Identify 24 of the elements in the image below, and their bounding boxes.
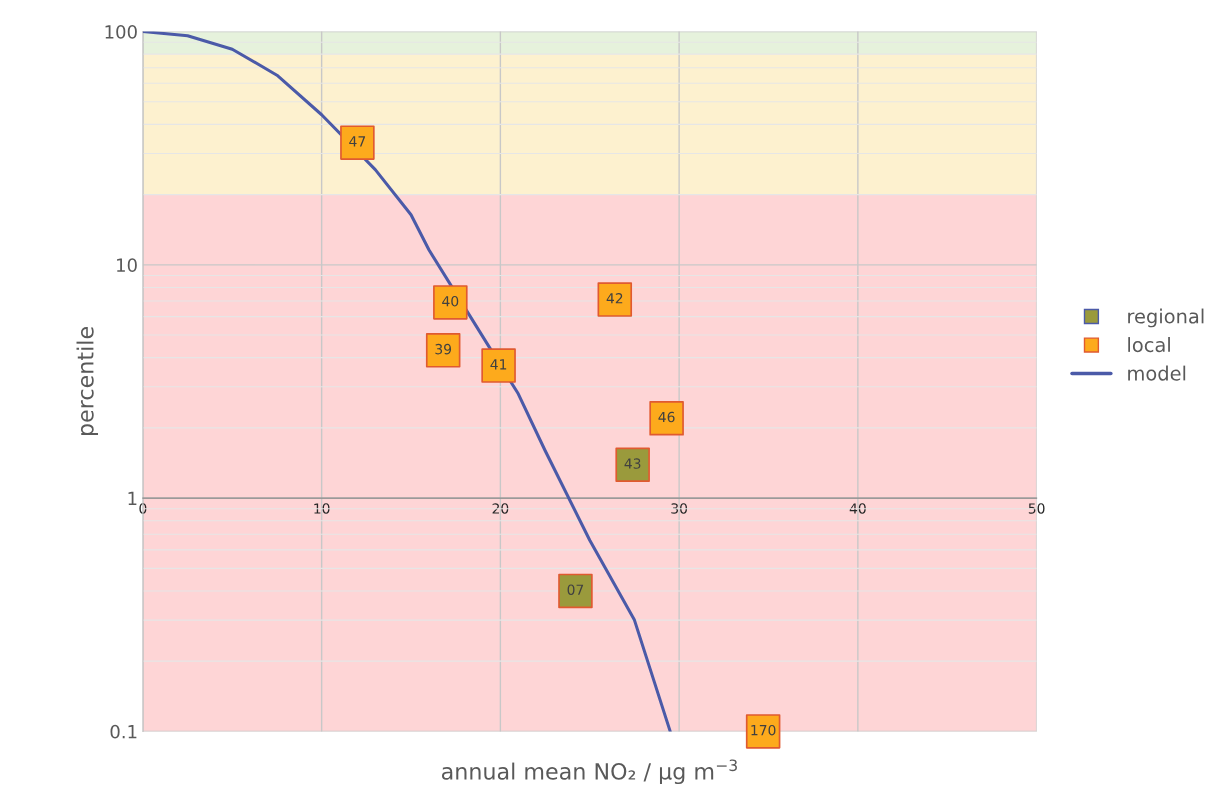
x-axis-title: annual mean NO₂ / µg m$^{−3}$: [441, 759, 737, 785]
annotation: 47: [349, 136, 366, 147]
annotation: 39: [435, 343, 452, 355]
y-axis-title: percentile: [76, 327, 99, 436]
x-tick-label: 10: [314, 503, 330, 514]
annotation: 07: [567, 584, 584, 595]
legend-label: model: [1128, 365, 1186, 381]
x-tick-label: 30: [671, 503, 688, 514]
y-tick-label: 100: [105, 25, 137, 39]
annotation: 170: [751, 724, 776, 736]
annotation: 42: [606, 293, 623, 304]
y-tick-label: 10: [117, 258, 137, 272]
y-tick-label: 0.1: [110, 724, 137, 739]
legend-label: regional: [1128, 308, 1204, 328]
annotation: 40: [442, 295, 459, 307]
x-tick-label: 0: [139, 503, 147, 514]
y-tick-label: 1: [128, 491, 137, 505]
x-tick-label: 20: [492, 503, 509, 514]
x-tick-label: 50: [1028, 503, 1045, 514]
annotation: 46: [658, 411, 675, 423]
legend-label: local: [1128, 337, 1170, 353]
annotation: 43: [624, 458, 641, 469]
annotation: 41: [490, 359, 507, 370]
x-tick-label: 40: [849, 503, 866, 514]
